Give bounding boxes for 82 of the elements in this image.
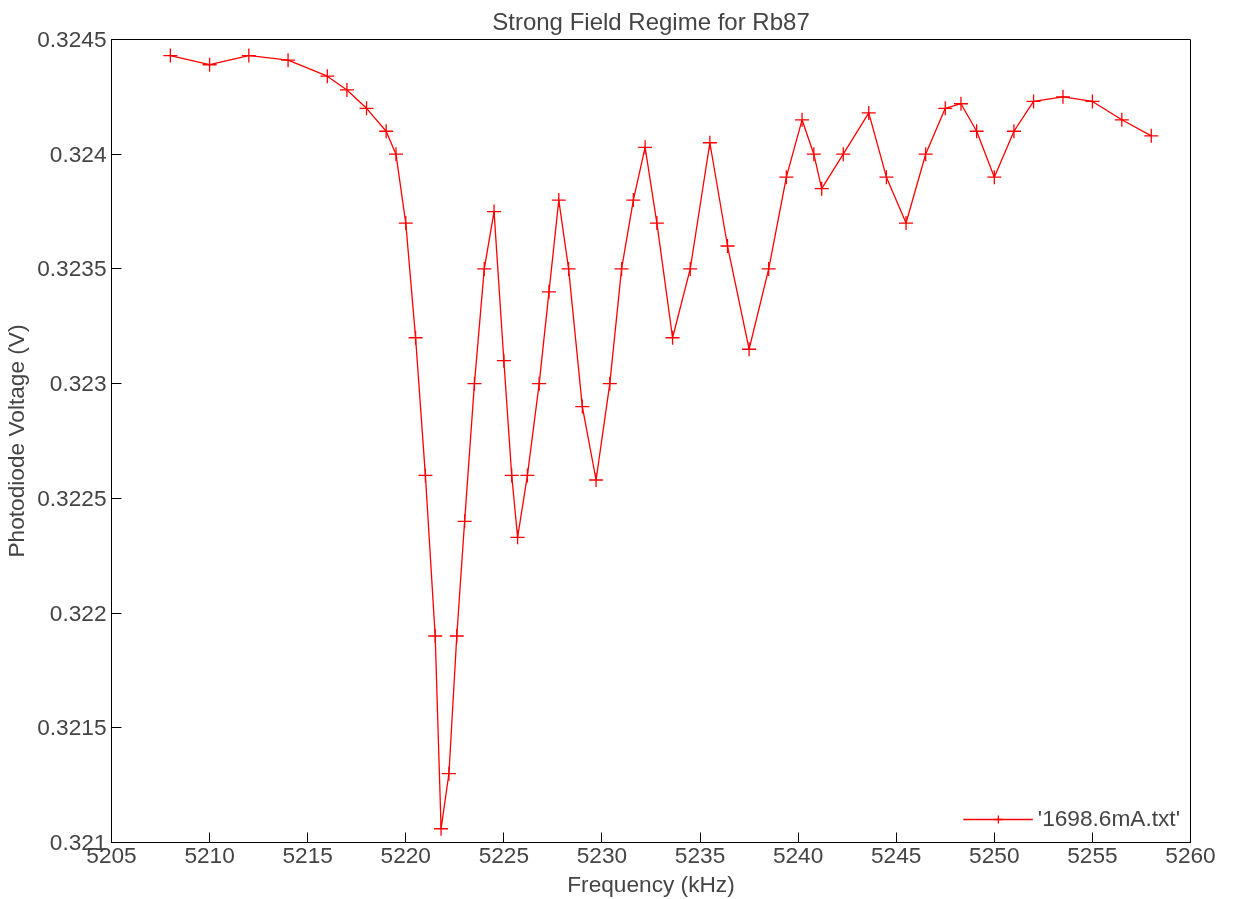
point bbox=[986, 169, 1002, 185]
point bbox=[280, 52, 296, 68]
x-tick-label: 5240 bbox=[772, 841, 824, 868]
x-tick-label: 5210 bbox=[184, 841, 235, 868]
point bbox=[918, 146, 934, 162]
point bbox=[417, 467, 434, 484]
point bbox=[1025, 93, 1042, 110]
point bbox=[741, 341, 757, 357]
x-tick-label: 5245 bbox=[871, 841, 922, 868]
y-tick-label: 0.3215 bbox=[37, 714, 107, 741]
point bbox=[664, 330, 681, 346]
point bbox=[541, 284, 557, 300]
point bbox=[835, 146, 851, 162]
point bbox=[625, 192, 641, 208]
x-tick-label: 5215 bbox=[282, 841, 333, 868]
point bbox=[806, 146, 822, 162]
point bbox=[761, 261, 777, 277]
point bbox=[794, 112, 810, 128]
point bbox=[588, 472, 604, 488]
point bbox=[441, 766, 457, 782]
y-axis-title: Photodiode Voltage (V) bbox=[3, 324, 30, 558]
point bbox=[339, 82, 355, 98]
point bbox=[1006, 123, 1022, 139]
point bbox=[456, 513, 473, 529]
point bbox=[504, 467, 520, 484]
point bbox=[602, 375, 618, 392]
point bbox=[574, 398, 590, 415]
y-tick-label: 0.324 bbox=[49, 140, 107, 167]
point bbox=[814, 180, 830, 197]
x-tick-label: 5230 bbox=[576, 841, 628, 868]
point bbox=[509, 529, 526, 546]
point bbox=[358, 100, 375, 116]
point bbox=[898, 215, 914, 231]
point bbox=[613, 261, 630, 277]
point bbox=[778, 169, 795, 185]
point bbox=[969, 123, 985, 139]
x-tick-label: 5250 bbox=[969, 841, 1020, 868]
y-tick-label: 0.3225 bbox=[37, 484, 107, 511]
point bbox=[937, 100, 953, 116]
point bbox=[433, 821, 449, 837]
point bbox=[953, 96, 969, 112]
legend-label: '1698.6mA.txt' bbox=[1037, 805, 1180, 832]
point bbox=[201, 57, 218, 73]
point bbox=[407, 330, 424, 346]
point bbox=[878, 169, 895, 185]
point bbox=[719, 238, 736, 254]
point bbox=[551, 192, 567, 208]
point bbox=[476, 261, 492, 277]
y-tick-label: 0.3245 bbox=[37, 26, 107, 52]
point bbox=[486, 203, 502, 220]
x-tick-label: 5220 bbox=[380, 841, 431, 868]
point bbox=[1143, 128, 1159, 144]
x-tick-label: 5225 bbox=[478, 841, 530, 868]
x-tick-label: 5260 bbox=[1165, 841, 1216, 868]
point bbox=[637, 139, 653, 155]
point bbox=[1055, 89, 1071, 105]
point bbox=[449, 628, 465, 644]
chart-title: Strong Field Regime for Rb87 bbox=[492, 7, 810, 35]
point bbox=[378, 123, 394, 139]
point bbox=[496, 353, 512, 369]
x-tick-label: 5255 bbox=[1067, 841, 1118, 868]
point bbox=[1084, 93, 1101, 110]
point bbox=[649, 215, 665, 231]
point bbox=[427, 628, 443, 644]
x-tick-label: 5235 bbox=[674, 841, 726, 868]
point bbox=[466, 375, 483, 392]
y-tick-label: 0.322 bbox=[49, 599, 107, 626]
point bbox=[241, 47, 257, 64]
point bbox=[531, 375, 547, 392]
point bbox=[398, 215, 414, 231]
point bbox=[861, 105, 877, 121]
y-tick-label: 0.3235 bbox=[37, 255, 107, 282]
point bbox=[702, 135, 718, 151]
point bbox=[519, 467, 536, 484]
point bbox=[1114, 112, 1130, 128]
point bbox=[560, 261, 577, 277]
y-tick-label: 0.323 bbox=[49, 370, 107, 397]
point bbox=[162, 47, 178, 64]
point bbox=[388, 146, 404, 162]
point bbox=[319, 68, 335, 84]
x-axis-title: Frequency (kHz) bbox=[567, 870, 735, 897]
point bbox=[682, 261, 698, 277]
